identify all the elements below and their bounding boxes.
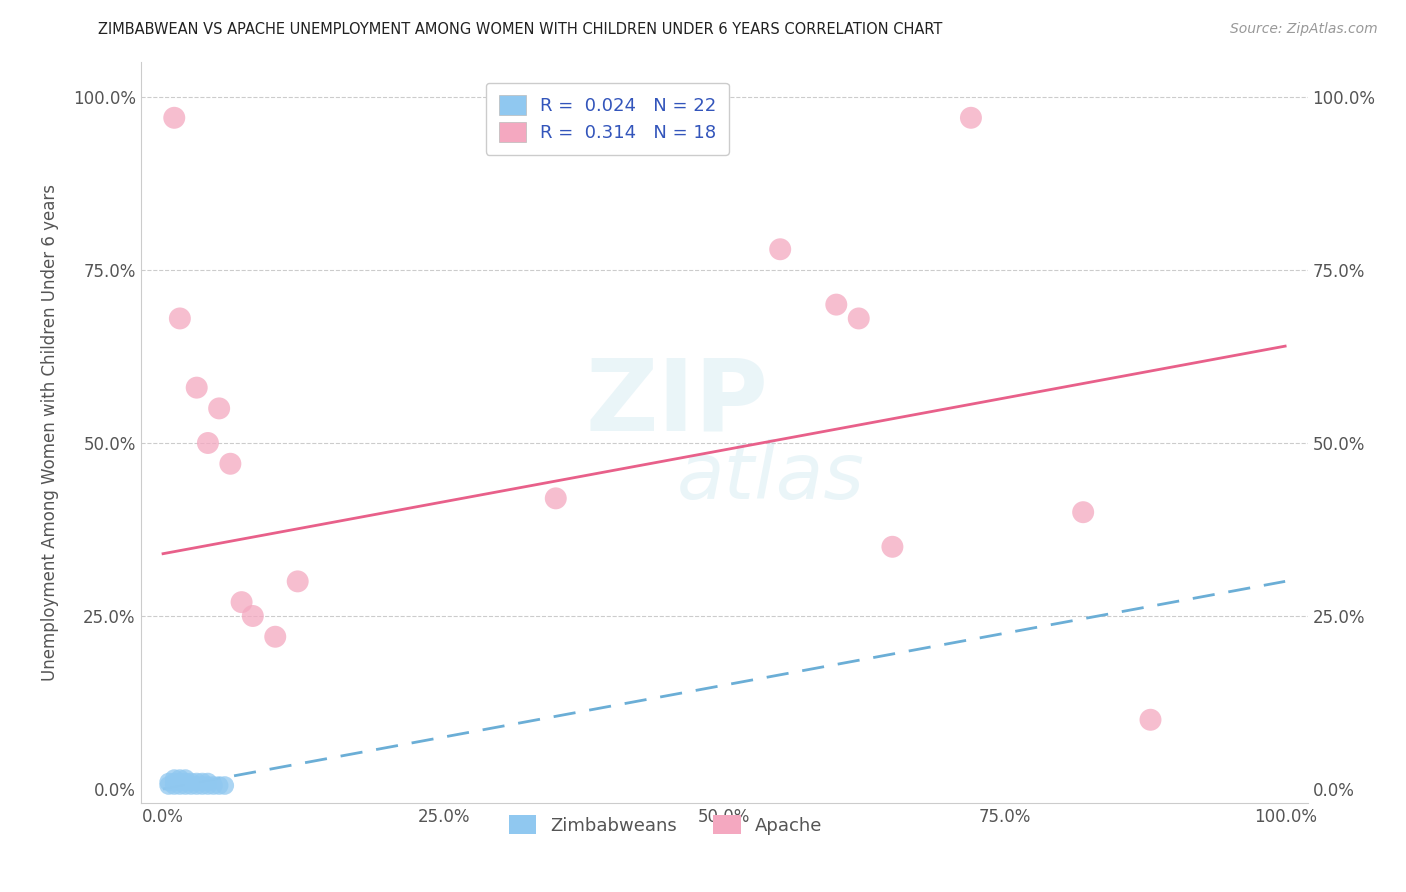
Point: [163, 772, 186, 786]
Point: [197, 775, 219, 789]
Point: [180, 779, 202, 793]
Point: [157, 779, 180, 793]
Point: [169, 311, 191, 326]
Legend: Zimbabweans, Apache: Zimbabweans, Apache: [502, 807, 830, 842]
Point: [186, 779, 208, 793]
Point: [1139, 713, 1161, 727]
Point: [180, 775, 202, 789]
Point: [191, 775, 214, 789]
Point: [544, 491, 567, 506]
Point: [960, 111, 983, 125]
Point: [214, 779, 236, 793]
Point: [264, 630, 287, 644]
Text: atlas: atlas: [676, 439, 865, 515]
Point: [163, 779, 186, 793]
Point: [191, 779, 214, 793]
Point: [174, 775, 197, 789]
Point: [169, 779, 191, 793]
Point: [197, 436, 219, 450]
Point: [202, 779, 225, 793]
Point: [219, 457, 242, 471]
Point: [174, 772, 197, 786]
Point: [231, 595, 253, 609]
Point: [169, 772, 191, 786]
Point: [882, 540, 904, 554]
Point: [174, 779, 197, 793]
Point: [287, 574, 309, 589]
Point: [169, 775, 191, 789]
Point: [242, 609, 264, 624]
Point: [186, 775, 208, 789]
Point: [157, 775, 180, 789]
Point: [186, 381, 208, 395]
Y-axis label: Unemployment Among Women with Children Under 6 years: Unemployment Among Women with Children U…: [41, 184, 59, 681]
Point: [163, 775, 186, 789]
Point: [769, 242, 792, 256]
Point: [848, 311, 870, 326]
Point: [1071, 505, 1094, 519]
Point: [208, 779, 231, 793]
Point: [825, 297, 848, 311]
Point: [208, 401, 231, 416]
Point: [197, 779, 219, 793]
Text: Source: ZipAtlas.com: Source: ZipAtlas.com: [1230, 22, 1378, 37]
Text: ZIP: ZIP: [586, 354, 769, 451]
Text: ZIMBABWEAN VS APACHE UNEMPLOYMENT AMONG WOMEN WITH CHILDREN UNDER 6 YEARS CORREL: ZIMBABWEAN VS APACHE UNEMPLOYMENT AMONG …: [98, 22, 943, 37]
Point: [163, 111, 186, 125]
